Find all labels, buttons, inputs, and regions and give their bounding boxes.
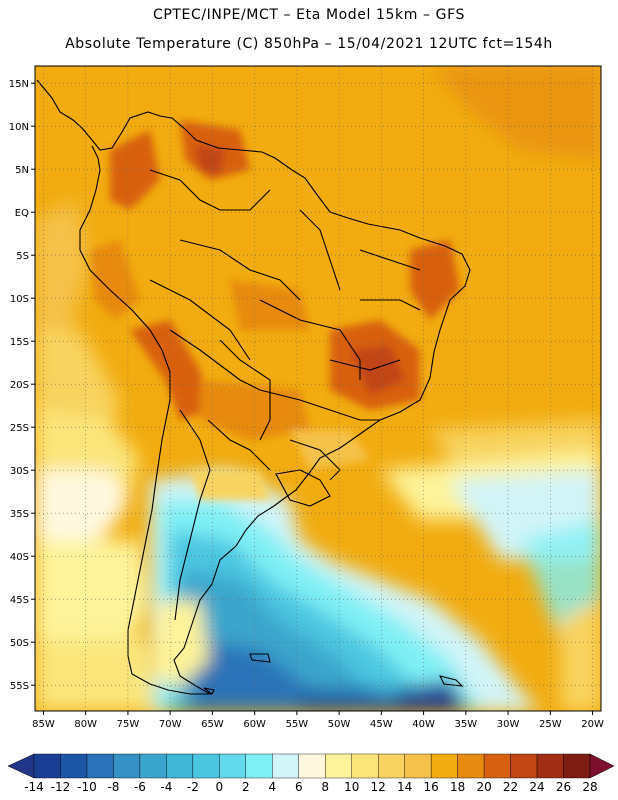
colorbar-label: -10 bbox=[77, 780, 97, 794]
lon-tick-label: 30W bbox=[497, 719, 520, 730]
lat-tick-label: 10S bbox=[10, 294, 29, 305]
colorbar-bin bbox=[377, 753, 405, 779]
colorbar-label: -8 bbox=[107, 780, 119, 794]
colorbar-bin bbox=[86, 753, 114, 779]
colorbar-label: 28 bbox=[582, 780, 597, 794]
colorbar-label: -14 bbox=[24, 780, 44, 794]
lat-tick-label: 50S bbox=[10, 638, 29, 649]
colorbar-bin bbox=[245, 753, 273, 779]
lat-tick-label: EQ bbox=[15, 208, 29, 219]
colorbar-bin bbox=[351, 753, 379, 779]
colorbar-bin bbox=[325, 753, 352, 779]
colorbar-bin bbox=[60, 753, 88, 779]
colorbar-label: 12 bbox=[371, 780, 386, 794]
lat-tick-label: 45S bbox=[10, 595, 29, 606]
map-subtitle: Absolute Temperature (C) 850hPa – 15/04/… bbox=[65, 36, 553, 52]
lon-tick-label: 65W bbox=[201, 719, 224, 730]
colorbar-bin bbox=[272, 753, 299, 779]
lat-tick-label: 30S bbox=[10, 466, 29, 477]
map-frame bbox=[34, 65, 602, 712]
colorbar-bin bbox=[33, 753, 61, 779]
lat-tick-label: 5S bbox=[16, 251, 29, 262]
colorbar-label: 22 bbox=[503, 780, 518, 794]
lon-tick-label: 25W bbox=[539, 719, 562, 730]
colorbar-bin bbox=[457, 753, 485, 779]
colorbar-label: 8 bbox=[321, 780, 329, 794]
lon-tick-label: 85W bbox=[32, 719, 55, 730]
colorbar-bin bbox=[536, 753, 564, 779]
colorbar-bin bbox=[166, 753, 194, 779]
colorbar-bin bbox=[192, 753, 220, 779]
lat-tick-label: 55S bbox=[10, 681, 29, 692]
lon-tick-label: 45W bbox=[370, 719, 393, 730]
lat-tick-label: 10N bbox=[9, 122, 29, 133]
colorbar-bin bbox=[298, 753, 326, 779]
temperature-field bbox=[35, 66, 601, 711]
colorbar-label: 20 bbox=[476, 780, 491, 794]
lon-tick-label: 35W bbox=[455, 719, 478, 730]
colorbar-label: 16 bbox=[424, 780, 439, 794]
colorbar-label: -4 bbox=[160, 780, 172, 794]
colorbar-label: 4 bbox=[268, 780, 276, 794]
lon-tick-label: 60W bbox=[243, 719, 266, 730]
colorbar-bin bbox=[404, 753, 432, 779]
colorbar-bin bbox=[483, 753, 511, 779]
colorbar-bin bbox=[430, 753, 458, 779]
colorbar-bin bbox=[139, 753, 167, 779]
coastline bbox=[36, 79, 471, 695]
lon-tick-label: 50W bbox=[328, 719, 351, 730]
colorbar-bin bbox=[563, 753, 591, 779]
colorbar-label: 6 bbox=[295, 780, 303, 794]
map-title: CPTEC/INPE/MCT – Eta Model 15km – GFS bbox=[152, 7, 466, 23]
lat-tick-label: 40S bbox=[10, 552, 29, 563]
colorbar-label: 10 bbox=[344, 780, 359, 794]
colorbar-label: 0 bbox=[216, 780, 224, 794]
lon-tick-label: 75W bbox=[117, 719, 140, 730]
lon-tick-label: 40W bbox=[412, 719, 435, 730]
colorbar-label: -6 bbox=[134, 780, 146, 794]
colorbar-label: -12 bbox=[51, 780, 71, 794]
lon-tick-label: 70W bbox=[159, 719, 182, 730]
lon-tick-label: 55W bbox=[286, 719, 309, 730]
lat-tick-label: 35S bbox=[10, 509, 29, 520]
colorbar-high-arrow bbox=[589, 753, 615, 779]
colorbar-bin bbox=[113, 753, 141, 779]
colorbar-label: 24 bbox=[529, 780, 544, 794]
lat-tick-label: 25S bbox=[10, 423, 29, 434]
longitude-labels: 85W 80W 75W 70W 65W 60W 55W 50W 45W 40W 35W 30W 25W 2… bbox=[32, 711, 604, 730]
lat-tick-label: 15N bbox=[9, 79, 29, 90]
lon-tick-label: 80W bbox=[74, 719, 97, 730]
colorbar-label: 18 bbox=[450, 780, 465, 794]
colorbar-low-arrow bbox=[7, 753, 35, 779]
colorbar-label: -2 bbox=[187, 780, 199, 794]
colorbar-bin bbox=[219, 753, 247, 779]
colorbar-bin bbox=[510, 753, 538, 779]
lon-tick-label: 20W bbox=[581, 719, 604, 730]
lat-tick-label: 20S bbox=[10, 380, 29, 391]
latitude-labels: 15N 10N 5N EQ 5S 10S 15S 20S 25S 30S 35S 40S 45S 50S 5… bbox=[9, 79, 35, 692]
colorbar-label: 26 bbox=[556, 780, 571, 794]
colorbar-label: 14 bbox=[397, 780, 412, 794]
lat-tick-label: 15S bbox=[10, 337, 29, 348]
colorbar-label: 2 bbox=[242, 780, 250, 794]
lat-tick-label: 5N bbox=[15, 165, 29, 176]
